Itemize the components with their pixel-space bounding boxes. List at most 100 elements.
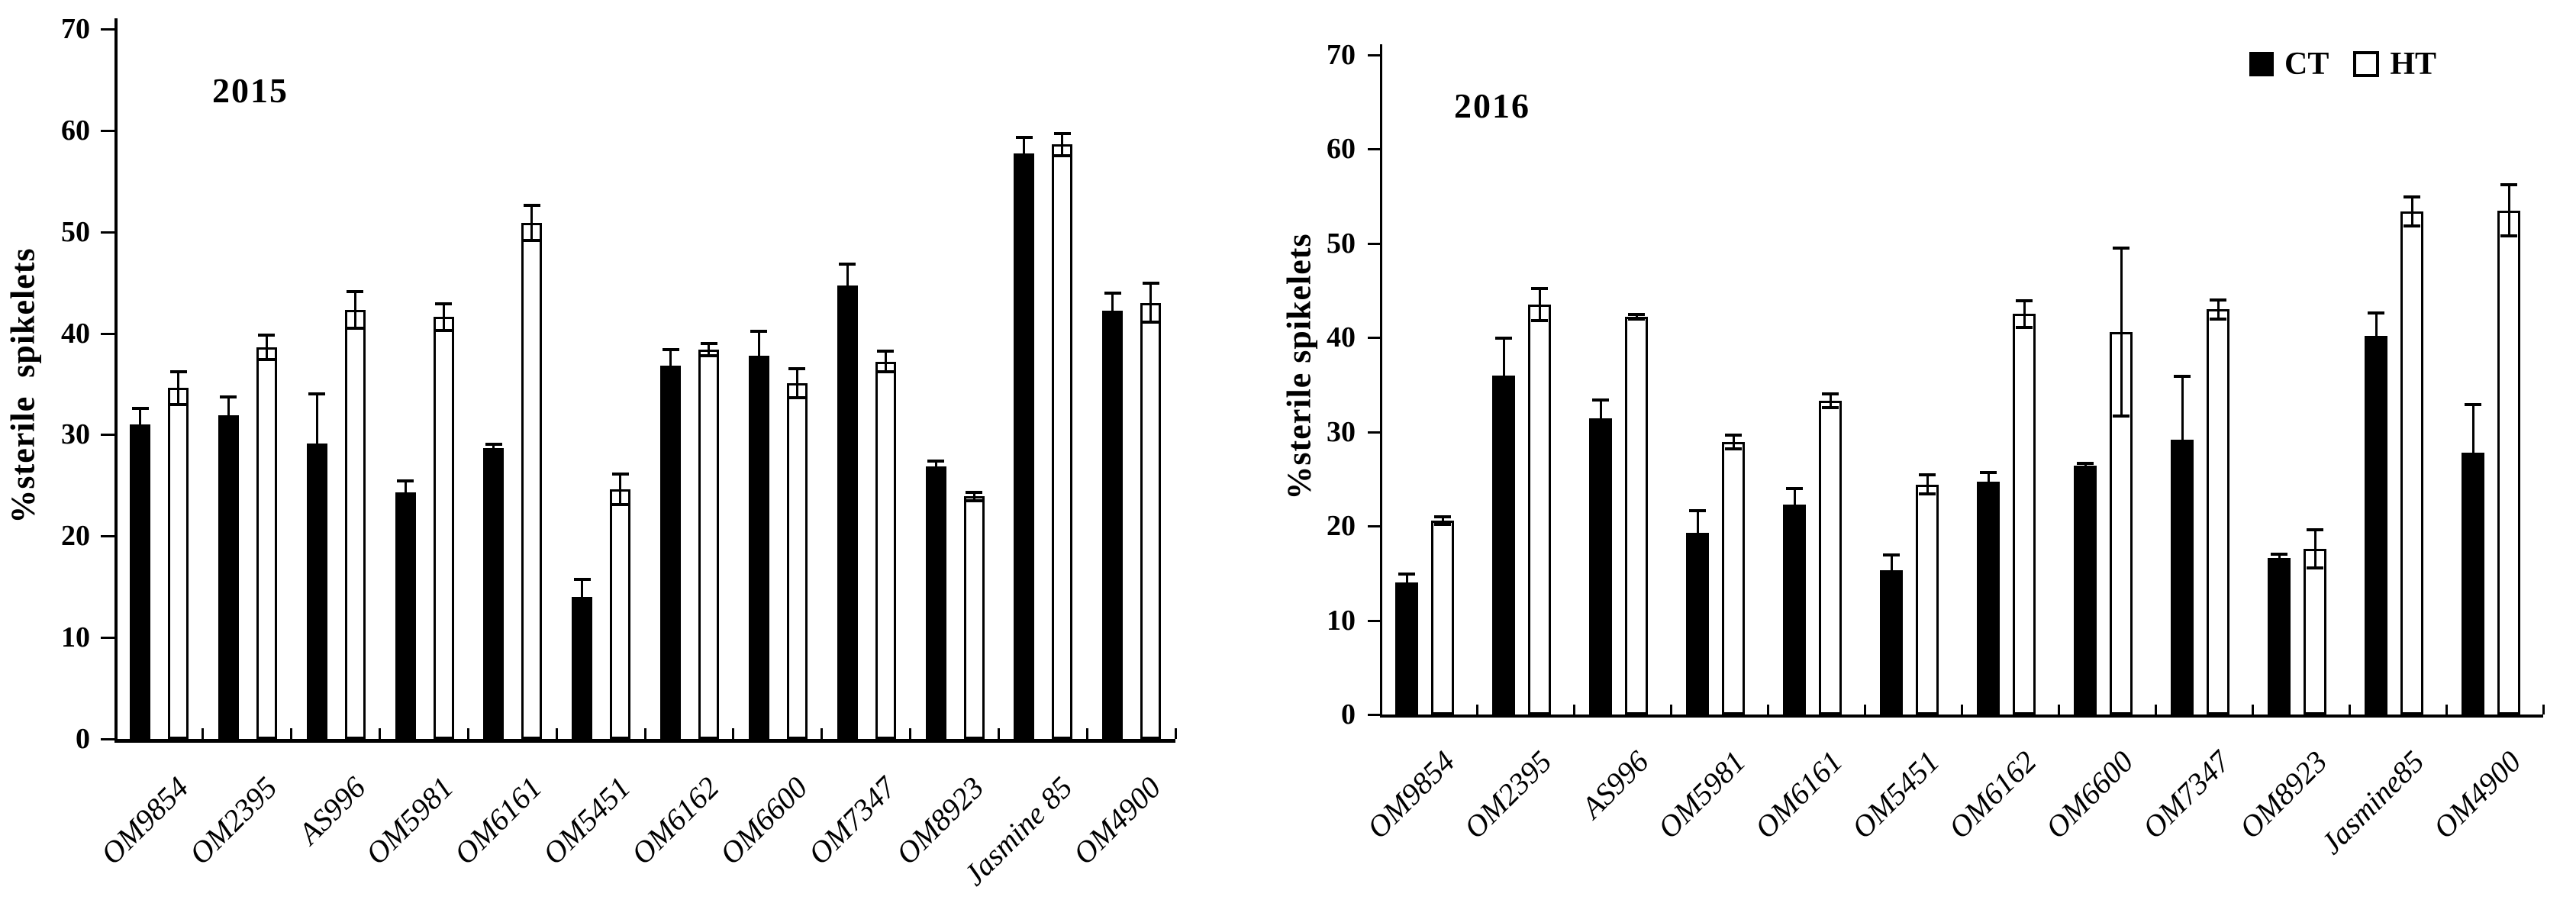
bar-ct-om9854 xyxy=(1395,582,1418,715)
error-bar-cap xyxy=(347,289,364,293)
plot-area: 0 10 20 30 40 50 60 70 OM9854 OM2395 AS996 OM5981 OM… xyxy=(0,0,1278,900)
error-bar-line xyxy=(2278,553,2281,563)
chart-2016: %sterile spikelets 2016 CT HT 0 10 20 30 40 5… xyxy=(1278,0,2576,900)
bar-ct-jasmine-85 xyxy=(1014,153,1035,739)
error-bar-cap xyxy=(2307,527,2323,531)
error-bar-cap xyxy=(662,380,679,384)
bar-ht-om2395 xyxy=(1528,305,1551,715)
error-bar-line xyxy=(795,367,798,398)
bar-ct-om4900 xyxy=(1102,311,1124,739)
error-bar-cap xyxy=(2465,402,2481,406)
y-tick-label: 60 xyxy=(1327,133,1356,166)
error-bar-cap xyxy=(1104,327,1121,331)
error-bar-line xyxy=(884,350,887,373)
bar-ht-om7347 xyxy=(2207,309,2229,715)
bar-ht-om2395 xyxy=(256,347,277,739)
error-bar-cap xyxy=(1398,589,1415,593)
error-bar-cap xyxy=(1689,509,1706,513)
error-bar-cap xyxy=(2016,298,2033,302)
error-bar-cap xyxy=(700,354,717,358)
error-bar-cap xyxy=(435,302,452,305)
bar-ct-om5451 xyxy=(1880,570,1903,715)
error-bar-line xyxy=(1111,292,1114,330)
error-bar-cap xyxy=(1919,492,1936,496)
error-bar-line xyxy=(1023,136,1026,171)
x-tick-mark xyxy=(1174,728,1177,739)
legend-swatch-ht-icon xyxy=(2353,51,2380,77)
x-tick-mark xyxy=(1085,728,1088,739)
error-bar-cap xyxy=(2404,224,2420,227)
error-bar-cap xyxy=(1495,411,1512,415)
x-tick-mark xyxy=(466,728,469,739)
chart-year-title: 2015 xyxy=(212,71,289,110)
error-bar-cap xyxy=(1434,522,1451,526)
error-bar-cap xyxy=(220,395,237,398)
bar-ct-om5981 xyxy=(395,492,416,739)
error-bar-cap xyxy=(1015,135,1033,139)
error-bar-line xyxy=(2374,311,2378,360)
error-bar-line xyxy=(1635,314,1638,320)
error-bar-cap xyxy=(523,238,540,242)
error-bar-cap xyxy=(1398,572,1415,576)
error-bar-line xyxy=(1793,487,1796,521)
error-bar-cap xyxy=(131,439,149,443)
bar-ct-jasmine85 xyxy=(2365,335,2387,715)
error-bar-cap xyxy=(169,402,187,406)
error-bar-line xyxy=(1696,510,1699,556)
y-axis-line xyxy=(1380,44,1382,715)
error-bar-cap xyxy=(2368,311,2384,315)
error-bar-cap xyxy=(1531,319,1548,323)
error-bar-line xyxy=(846,263,849,308)
error-bar-line xyxy=(2217,298,2220,320)
bar-ht-om5981 xyxy=(433,317,454,739)
bar-ct-as996 xyxy=(1589,418,1612,715)
error-bar-cap xyxy=(1531,286,1548,290)
bar-ht-om7347 xyxy=(875,361,896,739)
x-tick-mark xyxy=(1863,705,1866,715)
bar-ht-om4900 xyxy=(2497,210,2520,715)
chart-2015: %sterile spikelets 2015 0 10 20 30 40 50 60 70 O… xyxy=(0,0,1278,900)
y-tick-mark xyxy=(1368,525,1380,528)
bar-ht-jasmine85 xyxy=(2400,211,2423,715)
error-bar-cap xyxy=(966,490,982,494)
error-bar-line xyxy=(1538,287,1541,322)
bar-ht-om5451 xyxy=(1916,484,1939,715)
x-tick-mark xyxy=(2057,705,2060,715)
error-bar-cap xyxy=(397,479,414,483)
error-bar-cap xyxy=(1142,321,1159,324)
legend: CT HT xyxy=(2249,46,2436,82)
y-tick-mark xyxy=(101,231,114,234)
y-tick-mark xyxy=(101,535,114,538)
bar-ct-om5451 xyxy=(572,597,593,739)
error-bar-cap xyxy=(1883,553,1900,557)
error-bar-cap xyxy=(2271,552,2287,556)
error-bar-cap xyxy=(220,432,237,436)
legend-swatch-ct-icon xyxy=(2249,52,2274,76)
error-bar-cap xyxy=(131,406,149,410)
bar-ht-om8923 xyxy=(2304,548,2326,715)
error-bar-cap xyxy=(1919,473,1936,477)
error-bar-line xyxy=(934,460,937,473)
error-bar-line xyxy=(315,392,318,495)
error-bar-cap xyxy=(750,379,768,382)
legend-label-ct: CT xyxy=(2284,47,2329,82)
error-bar-cap xyxy=(1053,154,1071,158)
x-tick-mark xyxy=(909,728,911,739)
error-bar-cap xyxy=(662,347,679,351)
error-bar-cap xyxy=(2271,560,2287,564)
y-tick-label: 70 xyxy=(1327,39,1356,71)
error-bar-line xyxy=(1829,393,1832,408)
error-bar-line xyxy=(2120,247,2123,417)
error-bar-line xyxy=(708,342,710,357)
error-bar-cap xyxy=(927,469,944,473)
error-bar-line xyxy=(757,330,760,381)
x-tick-mark xyxy=(379,728,381,739)
error-bar-cap xyxy=(788,395,806,399)
y-tick-mark xyxy=(1368,619,1380,622)
error-bar-cap xyxy=(1495,337,1512,340)
bar-ct-om5981 xyxy=(1686,532,1709,715)
y-tick-mark xyxy=(1368,242,1380,245)
error-bar-cap xyxy=(1628,317,1645,321)
error-bar-line xyxy=(1987,471,1990,492)
